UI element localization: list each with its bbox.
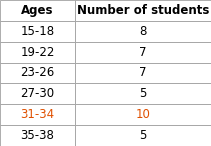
Bar — [75, 104, 211, 125]
Text: 10: 10 — [135, 108, 150, 121]
Text: 31-34: 31-34 — [20, 108, 54, 121]
Text: 23-26: 23-26 — [20, 66, 55, 80]
Text: 27-30: 27-30 — [20, 87, 54, 100]
Text: Ages: Ages — [21, 4, 54, 17]
Text: 19-22: 19-22 — [20, 46, 55, 59]
Bar — [75, 125, 211, 146]
Text: 15-18: 15-18 — [20, 25, 54, 38]
Bar — [75, 21, 211, 42]
Bar — [0, 104, 75, 125]
Bar — [75, 83, 211, 104]
Text: 35-38: 35-38 — [20, 129, 54, 142]
Bar — [0, 42, 75, 63]
Bar — [75, 0, 211, 21]
Text: 8: 8 — [139, 25, 147, 38]
Text: 7: 7 — [139, 46, 147, 59]
Bar — [0, 63, 75, 83]
Bar — [0, 0, 75, 21]
Bar — [0, 125, 75, 146]
Text: 5: 5 — [139, 87, 147, 100]
Text: Number of students: Number of students — [77, 4, 209, 17]
Bar — [75, 42, 211, 63]
Bar — [0, 83, 75, 104]
Bar — [75, 63, 211, 83]
Text: 5: 5 — [139, 129, 147, 142]
Bar — [0, 21, 75, 42]
Text: 7: 7 — [139, 66, 147, 80]
